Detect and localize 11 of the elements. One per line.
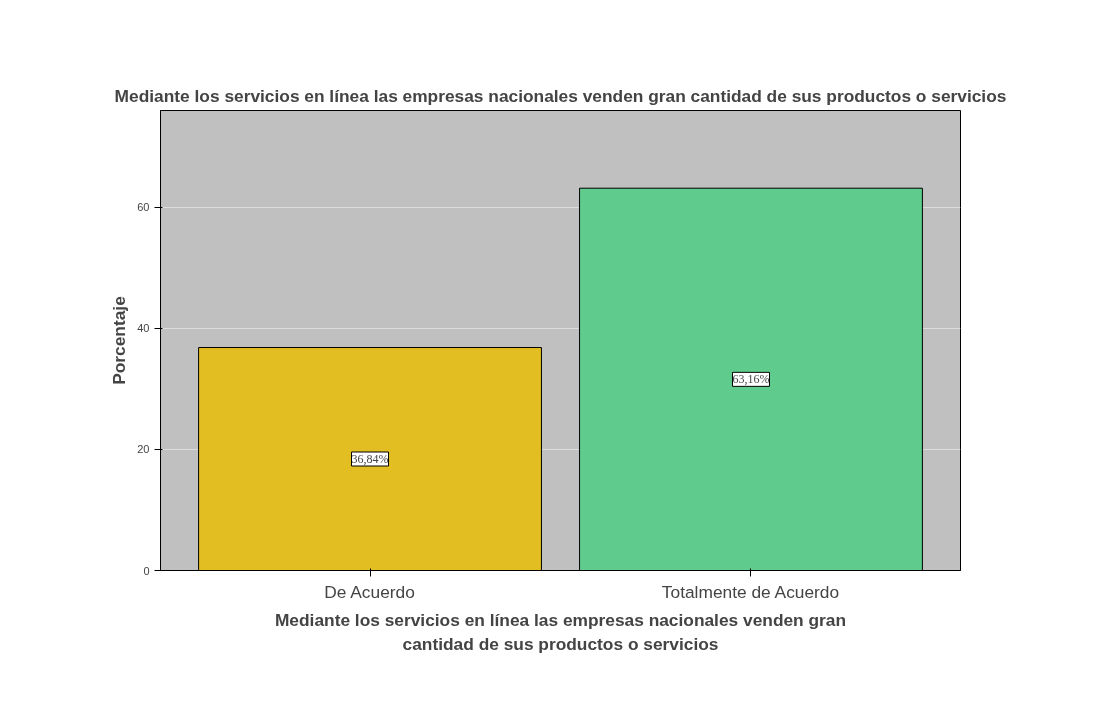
- chart-title: Mediante los servicios en línea las empresas nacionales venden gran cantidad de sus productos o servicios: [114, 85, 1007, 106]
- y-tick-label: 60: [137, 201, 150, 214]
- x-tick-label: De Acuerdo: [324, 581, 415, 602]
- y-tick-label: 20: [137, 443, 150, 456]
- y-tick-label: 0: [143, 564, 150, 577]
- y-tick-label: 40: [137, 322, 150, 335]
- y-axis-title: Porcentaje: [109, 295, 130, 385]
- data-label: 63,16%: [732, 372, 770, 387]
- x-tick-label: Totalmente de Acuerdo: [661, 581, 840, 602]
- data-label: 36,84%: [351, 452, 389, 467]
- x-axis-title: Mediante los servicios en línea las empresas nacionales venden gran cantidad de sus productos o servicios: [274, 609, 847, 654]
